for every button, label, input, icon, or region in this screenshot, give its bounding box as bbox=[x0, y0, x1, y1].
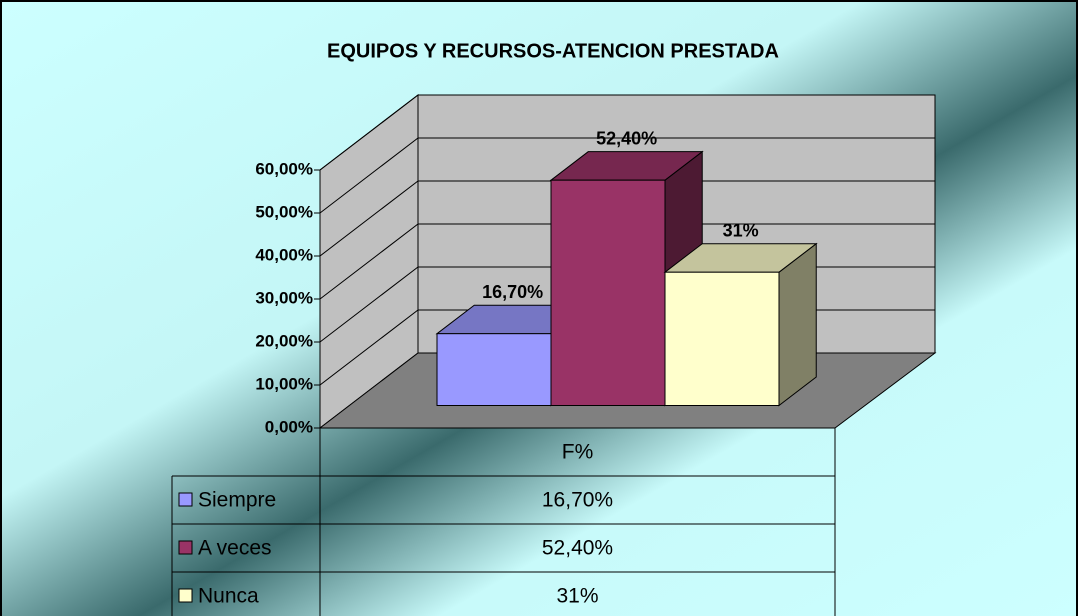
grid-line bbox=[319, 94, 935, 171]
table-value: 16,70% bbox=[542, 489, 613, 512]
legend-label: A veces bbox=[198, 537, 272, 560]
grid-line bbox=[319, 137, 935, 214]
bar bbox=[664, 271, 780, 407]
grid-line bbox=[319, 223, 935, 300]
data-label: 31% bbox=[723, 220, 759, 240]
legend-key bbox=[178, 540, 193, 555]
table-header: F% bbox=[562, 441, 594, 464]
y-tick-label: 50,00% bbox=[255, 202, 313, 221]
grid-line bbox=[319, 180, 935, 257]
data-table: F% Siempre 16,70% A veces 52,40% Nunca 31% bbox=[171, 428, 836, 616]
legend-key bbox=[178, 492, 193, 507]
bar bbox=[550, 179, 666, 406]
y-tick-label: 10,00% bbox=[255, 374, 313, 393]
legend-label: Siempre bbox=[198, 489, 276, 512]
data-label: 52,40% bbox=[596, 128, 657, 148]
legend-label: Nunca bbox=[198, 585, 259, 608]
y-tick-label: 20,00% bbox=[255, 331, 313, 350]
y-tick-label: 40,00% bbox=[255, 245, 313, 264]
y-tick-label: 30,00% bbox=[255, 288, 313, 307]
table-value: 31% bbox=[556, 585, 598, 608]
bar bbox=[436, 333, 552, 406]
y-tick-label: 0,00% bbox=[265, 417, 313, 436]
legend-key bbox=[178, 588, 193, 603]
bars: 16,70% 52,40% 31% bbox=[435, 128, 818, 407]
table-value: 52,40% bbox=[542, 537, 613, 560]
y-tick-label: 60,00% bbox=[255, 159, 313, 178]
data-label: 16,70% bbox=[482, 282, 543, 302]
chart-title: EQUIPOS Y RECURSOS-ATENCION PRESTADA bbox=[327, 40, 779, 62]
